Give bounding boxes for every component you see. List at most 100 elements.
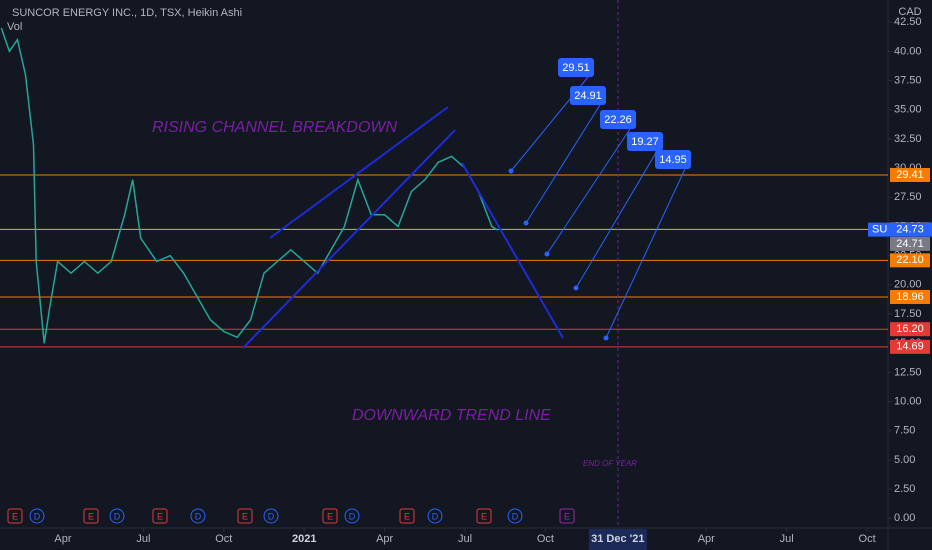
event-label: E — [327, 511, 333, 521]
annotation: RISING CHANNEL BREAKDOWN — [152, 119, 398, 136]
x-tick-label: 2021 — [292, 533, 316, 545]
y-tick-label: 2.50 — [894, 483, 915, 495]
channel-upper — [269, 106, 449, 239]
x-highlight — [588, 529, 647, 550]
x-tick-label: Jul — [458, 533, 472, 545]
y-tick-label: 32.50 — [894, 133, 922, 145]
target-label: 14.95 — [659, 154, 687, 166]
event-icon — [237, 508, 253, 524]
event-icon — [427, 508, 443, 524]
level-tag — [890, 167, 930, 182]
target-dot — [603, 335, 609, 341]
y-tick-label: 20.00 — [894, 279, 922, 291]
level-label: 22.10 — [896, 254, 924, 266]
level-label: 14.69 — [896, 341, 924, 353]
y-tick-label: 12.50 — [894, 366, 922, 378]
x-tick-label: Oct — [215, 533, 232, 545]
prev-value: 24.71 — [896, 238, 924, 250]
trend-lines — [242, 106, 564, 349]
event-icon — [7, 508, 23, 524]
y-tick-label: 7.50 — [894, 425, 915, 437]
target-dot — [508, 168, 514, 174]
prev-tag — [890, 236, 930, 251]
event-icon — [476, 508, 492, 524]
target-dot — [573, 285, 579, 291]
x-tick-label: Oct — [537, 533, 554, 545]
level-tag — [890, 289, 930, 304]
x-tick-label: Oct — [859, 533, 876, 545]
channel-lower — [242, 129, 456, 349]
event-icon — [109, 508, 125, 524]
level-label: 29.41 — [896, 169, 924, 181]
target-box — [600, 110, 636, 129]
price-tag — [868, 222, 932, 237]
x-tick-label: Jul — [136, 533, 150, 545]
event-label: D — [114, 511, 121, 521]
annotation: END OF YEAR — [583, 459, 637, 468]
level-tag — [890, 322, 930, 337]
y-tick-label: 37.50 — [894, 74, 922, 86]
event-icon — [83, 508, 99, 524]
event-label: D — [268, 511, 275, 521]
event-label: E — [12, 511, 18, 521]
event-label: D — [34, 511, 41, 521]
event-label: E — [481, 511, 487, 521]
x-tick-label: 31 Dec '21 — [591, 533, 644, 545]
event-label: E — [157, 511, 163, 521]
x-tick-label: Apr — [376, 533, 393, 545]
title: SUNCOR ENERGY INC., 1D, TSX, Heikin Ashi — [12, 7, 242, 19]
target-label: 24.91 — [574, 90, 602, 102]
price-symbol: SU — [872, 224, 887, 236]
x-tick-label: Apr — [698, 533, 715, 545]
event-icon — [507, 508, 523, 524]
event-icon — [263, 508, 279, 524]
level-label: 18.96 — [896, 291, 924, 303]
target-dot — [523, 220, 529, 226]
level-tag — [890, 339, 930, 354]
downward-trend — [461, 162, 564, 339]
target-line — [525, 104, 601, 224]
target-label: 19.27 — [631, 136, 659, 148]
event-label: D — [195, 511, 202, 521]
y-tick-label: 5.00 — [894, 454, 915, 466]
event-icon — [29, 508, 45, 524]
target-box — [655, 150, 691, 169]
event-icon — [322, 508, 338, 524]
vol-label: Vol — [7, 21, 22, 33]
event-icon — [190, 508, 206, 524]
level-tag — [890, 253, 930, 268]
event-label: E — [88, 511, 94, 521]
y-tick-label: 27.50 — [894, 191, 922, 203]
target-label: 22.26 — [604, 114, 632, 126]
event-icon — [152, 508, 168, 524]
event-label: D — [512, 511, 519, 521]
y-tick-label: 35.00 — [894, 104, 922, 116]
event-label: E — [564, 511, 570, 521]
y-tick-label: 0.00 — [894, 512, 915, 524]
event-icon — [344, 508, 360, 524]
target-dot — [544, 251, 550, 257]
y-tick-label: 42.50 — [894, 16, 922, 28]
x-tick-label: Apr — [54, 533, 71, 545]
y-tick-label: 40.00 — [894, 45, 922, 57]
y-tick-label: 10.00 — [894, 395, 922, 407]
event-icon — [559, 508, 575, 524]
event-icon — [399, 508, 415, 524]
x-tick-label: Jul — [780, 533, 794, 545]
target-label: 29.51 — [562, 62, 590, 74]
event-label: E — [242, 511, 248, 521]
annotation: DOWNWARD TREND LINE — [352, 407, 551, 424]
level-label: 16.20 — [896, 323, 924, 335]
target-line — [605, 168, 686, 339]
currency: CAD — [898, 6, 921, 18]
target-box — [558, 58, 594, 77]
event-label: D — [432, 511, 439, 521]
target-box — [570, 86, 606, 105]
event-label: E — [404, 511, 410, 521]
price-value: 24.73 — [896, 224, 924, 236]
price-line — [0, 27, 498, 344]
y-tick-label: 17.50 — [894, 308, 922, 320]
